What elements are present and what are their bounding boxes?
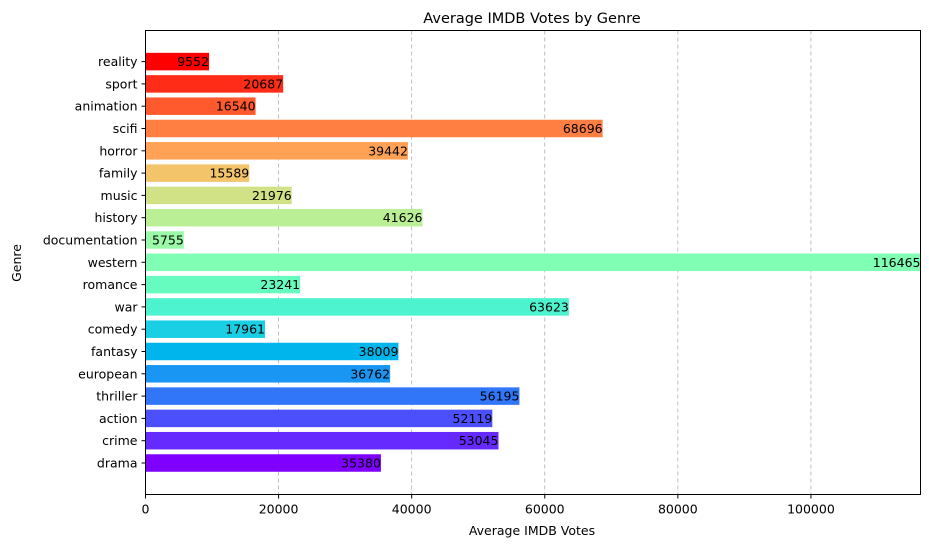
chart-title: Average IMDB Votes by Genre	[423, 11, 640, 27]
y-tick-label-history: history	[95, 210, 139, 225]
bar-animation	[145, 97, 256, 115]
bar-thriller	[145, 387, 520, 405]
bar-western	[145, 253, 921, 272]
value-labels: 35380 53045 52119 56195 36762 38009 17961 63623…	[152, 54, 921, 470]
y-tick-label-western: western	[88, 255, 138, 270]
y-tick-label-drama: drama	[97, 456, 138, 471]
value-label-scifi: 68696	[563, 121, 603, 136]
value-label-european: 36762	[350, 366, 390, 381]
y-tick-label-sport: sport	[105, 76, 137, 91]
bar-documentation	[145, 231, 184, 249]
value-label-history: 41626	[383, 210, 423, 225]
bar-family	[145, 164, 250, 182]
value-label-animation: 16540	[216, 99, 256, 114]
value-label-war: 63623	[529, 299, 569, 314]
x-tick-label: 20000	[259, 502, 299, 517]
bar-horror	[145, 142, 408, 160]
bar-war	[145, 298, 569, 316]
bar-scifi	[145, 119, 603, 138]
bar-european	[145, 365, 391, 383]
value-label-action: 52119	[453, 411, 493, 426]
y-tick-label-family: family	[99, 166, 138, 181]
value-label-music: 21976	[252, 188, 292, 203]
y-tick-label-romance: romance	[83, 277, 138, 292]
value-label-thriller: 56195	[480, 389, 520, 404]
y-tick-label-music: music	[101, 188, 138, 203]
value-label-western: 116465	[873, 255, 921, 270]
bar-music	[145, 186, 292, 205]
y-tick-label-documentation: documentation	[43, 233, 138, 248]
x-tick-label: 80000	[658, 502, 698, 517]
x-tick-label: 40000	[392, 502, 432, 517]
y-tick-label-thriller: thriller	[96, 389, 138, 404]
bar-romance	[145, 275, 301, 294]
y-tick-label-comedy: comedy	[88, 322, 138, 337]
value-label-fantasy: 38009	[359, 344, 399, 359]
x-axis-label: Average IMDB Votes	[469, 523, 595, 538]
bar-reality	[145, 52, 210, 71]
value-label-documentation: 5755	[152, 233, 184, 248]
x-tick-label: 60000	[525, 502, 565, 517]
x-tick-label: 0	[142, 502, 150, 517]
y-axis-ticks: drama crime action thriller european fantasy c…	[43, 54, 146, 471]
y-tick-label-horror: horror	[99, 143, 138, 158]
y-tick-label-action: action	[99, 411, 137, 426]
y-tick-label-crime: crime	[102, 433, 138, 448]
y-tick-label-scifi: scifi	[113, 121, 138, 136]
bar-fantasy	[145, 342, 399, 361]
bar-history	[145, 208, 423, 227]
value-label-romance: 23241	[260, 277, 300, 292]
value-label-comedy: 17961	[225, 322, 265, 337]
bars	[145, 52, 921, 472]
bar-sport	[145, 75, 284, 93]
bar-action	[145, 409, 493, 428]
y-axis-label: Genre	[9, 244, 24, 282]
value-label-drama: 35380	[341, 456, 381, 471]
bar-crime	[145, 431, 499, 450]
y-tick-label-war: war	[114, 299, 138, 314]
value-label-family: 15589	[209, 166, 249, 181]
bar-drama	[145, 454, 381, 472]
value-label-horror: 39442	[368, 143, 408, 158]
y-tick-label-reality: reality	[98, 54, 138, 69]
value-label-crime: 53045	[459, 433, 499, 448]
y-tick-label-fantasy: fantasy	[91, 344, 138, 359]
y-tick-label-animation: animation	[75, 99, 138, 114]
value-label-sport: 20687	[243, 76, 283, 91]
x-axis-ticks: 0 20000 40000 60000 80000 100000	[142, 494, 835, 517]
x-tick-label: 100000	[787, 502, 835, 517]
y-tick-label-european: european	[78, 366, 137, 381]
value-label-reality: 9552	[177, 54, 209, 69]
bar-comedy	[145, 320, 266, 338]
